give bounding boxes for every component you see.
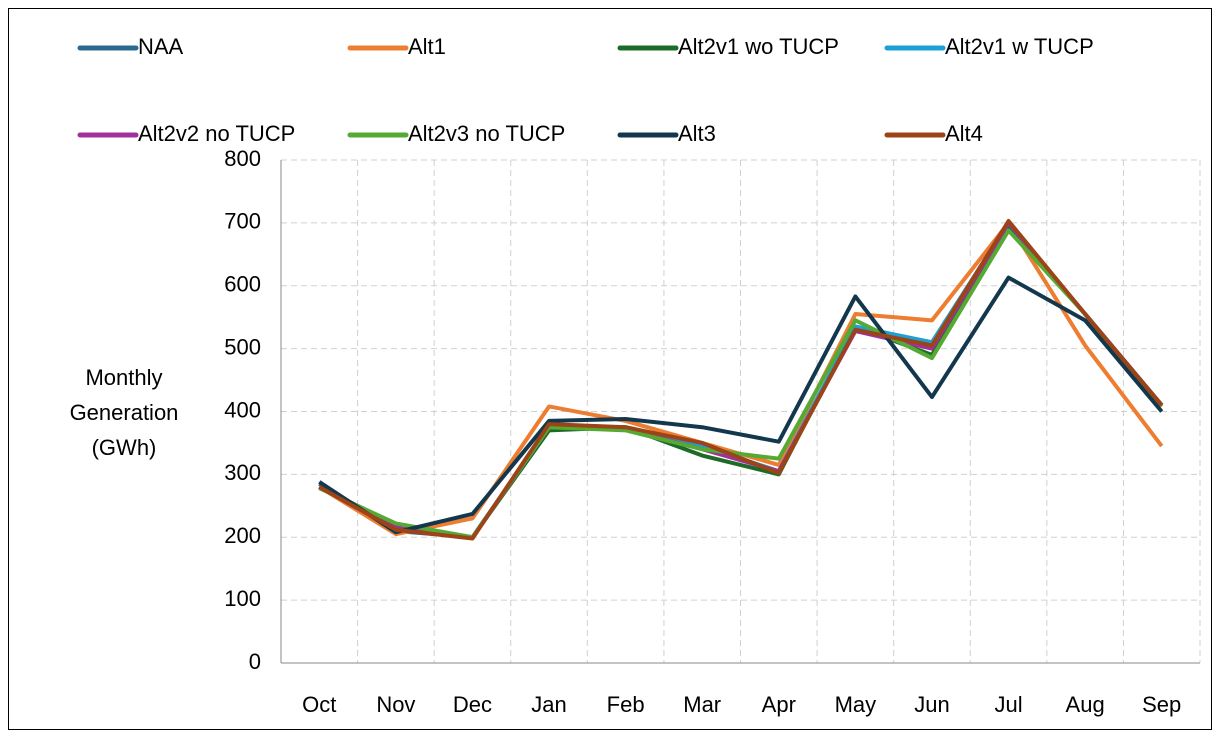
legend-label: Alt2v1 wo TUCP xyxy=(678,34,839,59)
x-tick-label: Jul xyxy=(994,692,1022,717)
x-tick-label: May xyxy=(835,692,877,717)
y-tick-label: 100 xyxy=(224,586,261,611)
y-tick-label: 600 xyxy=(224,272,261,297)
y-tick-label: 300 xyxy=(224,460,261,485)
y-axis-label: Monthly Generation (GWh) xyxy=(69,365,179,460)
y-tick-label: 400 xyxy=(224,397,261,422)
series-line xyxy=(318,228,1164,540)
legend-label: Alt4 xyxy=(945,121,983,146)
series-line xyxy=(318,218,1164,541)
x-tick-label: Mar xyxy=(683,692,721,717)
x-tick-label: Nov xyxy=(376,692,415,717)
frame xyxy=(8,8,1212,730)
y-tick-label: 800 xyxy=(224,146,261,171)
legend-label: Alt2v1 w TUCP xyxy=(945,34,1094,59)
x-tick-label: Apr xyxy=(762,692,796,717)
x-tick-label: Jan xyxy=(531,692,566,717)
legend-label: Alt2v2 no TUCP xyxy=(138,121,295,146)
y-tick-label: 200 xyxy=(224,523,261,548)
x-tick-label: Jun xyxy=(914,692,949,717)
legend-label: NAA xyxy=(138,34,184,59)
legend-label: Alt1 xyxy=(408,34,446,59)
y-tick-label: 700 xyxy=(224,209,261,234)
legend-label: Alt3 xyxy=(678,121,716,146)
x-tick-label: Oct xyxy=(302,692,336,717)
x-tick-label: Aug xyxy=(1066,692,1105,717)
series-line xyxy=(318,275,1164,535)
y-tick-label: 500 xyxy=(224,334,261,359)
x-tick-label: Feb xyxy=(607,692,645,717)
legend-label: Alt2v3 no TUCP xyxy=(408,121,565,146)
y-tick-label: 0 xyxy=(249,649,261,674)
series-line xyxy=(318,220,1164,537)
x-tick-label: Dec xyxy=(453,692,492,717)
x-tick-label: Sep xyxy=(1142,692,1181,717)
